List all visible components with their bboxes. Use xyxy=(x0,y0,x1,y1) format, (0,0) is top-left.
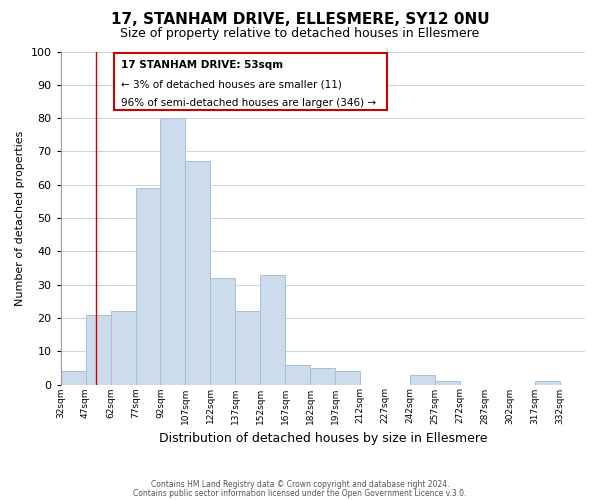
Bar xyxy=(110,312,136,384)
Text: Contains public sector information licensed under the Open Government Licence v.: Contains public sector information licen… xyxy=(133,488,467,498)
Text: ← 3% of detached houses are smaller (11): ← 3% of detached houses are smaller (11) xyxy=(121,80,341,90)
Text: Size of property relative to detached houses in Ellesmere: Size of property relative to detached ho… xyxy=(121,28,479,40)
Text: 17, STANHAM DRIVE, ELLESMERE, SY12 0NU: 17, STANHAM DRIVE, ELLESMERE, SY12 0NU xyxy=(110,12,490,28)
Bar xyxy=(211,278,235,384)
Bar xyxy=(86,314,110,384)
Y-axis label: Number of detached properties: Number of detached properties xyxy=(15,130,25,306)
Bar xyxy=(310,368,335,384)
Text: 96% of semi-detached houses are larger (346) →: 96% of semi-detached houses are larger (… xyxy=(121,98,376,108)
Text: 17 STANHAM DRIVE: 53sqm: 17 STANHAM DRIVE: 53sqm xyxy=(121,60,283,70)
Bar xyxy=(535,381,560,384)
Text: Contains HM Land Registry data © Crown copyright and database right 2024.: Contains HM Land Registry data © Crown c… xyxy=(151,480,449,489)
Bar xyxy=(410,374,435,384)
Bar xyxy=(136,188,160,384)
Bar xyxy=(435,381,460,384)
Bar xyxy=(160,118,185,384)
Bar xyxy=(235,312,260,384)
Bar xyxy=(335,371,360,384)
Bar xyxy=(260,274,286,384)
Bar xyxy=(286,364,310,384)
Bar xyxy=(61,371,86,384)
Bar xyxy=(114,53,387,110)
Bar xyxy=(185,162,211,384)
X-axis label: Distribution of detached houses by size in Ellesmere: Distribution of detached houses by size … xyxy=(158,432,487,445)
